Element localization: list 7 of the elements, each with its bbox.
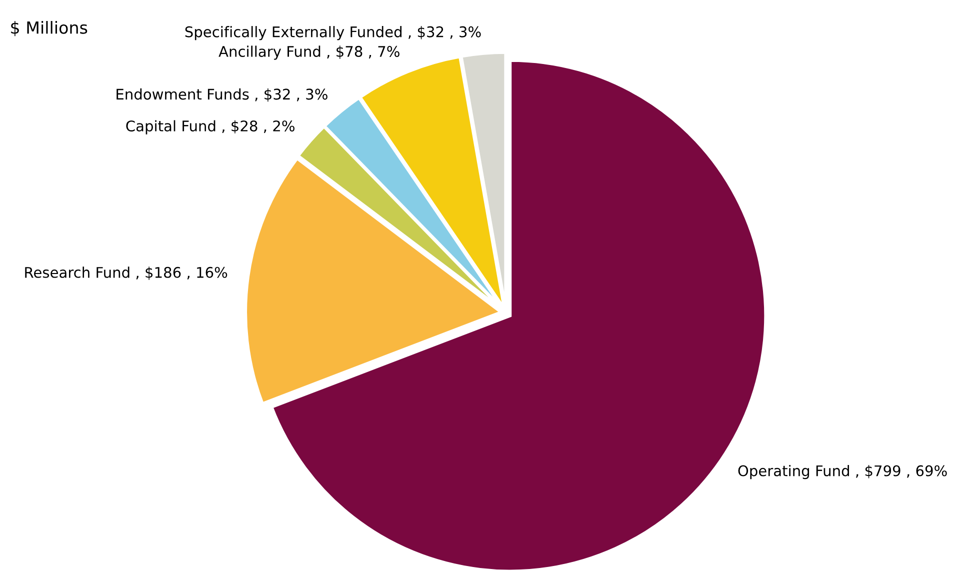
slice-label: Ancillary Fund , $78 , 7% — [218, 46, 400, 60]
chart-title: $ Millions — [11, 20, 88, 36]
slice-label: Operating Fund , $799 , 69% — [738, 465, 947, 480]
slice-label: Capital Fund , $28 , 2% — [126, 120, 294, 134]
slice-label: Specifically Externally Funded , $32 , 3% — [185, 26, 481, 40]
slice-label: Endowment Funds , $32 , 3% — [116, 88, 328, 102]
slice-label: Research Fund , $186 , 16% — [25, 266, 228, 280]
